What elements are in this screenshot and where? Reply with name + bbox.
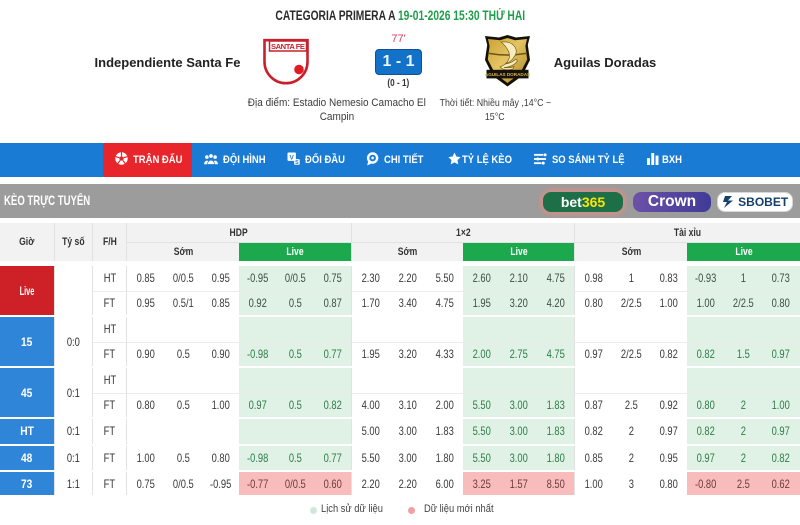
svg-text:V: V (290, 154, 295, 161)
svg-text:SANTA FE: SANTA FE (271, 42, 305, 51)
svg-text:AGUILAS DORADAS: AGUILAS DORADAS (485, 72, 530, 77)
svg-text:S: S (295, 160, 299, 165)
